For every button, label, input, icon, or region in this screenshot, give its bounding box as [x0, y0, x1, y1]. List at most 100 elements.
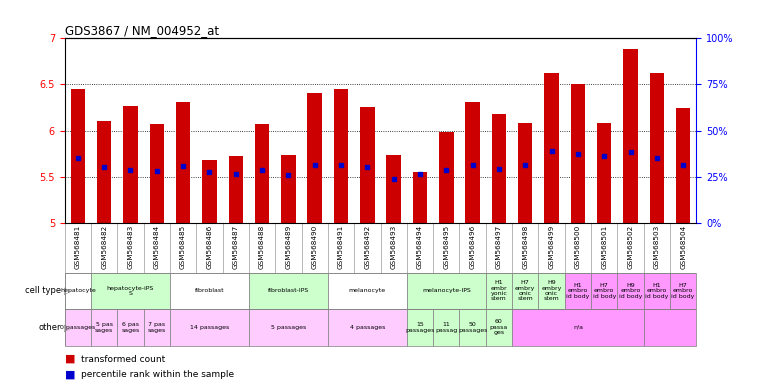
Bar: [644, 273, 670, 309]
Bar: [571, 84, 585, 223]
Bar: [512, 309, 644, 346]
Text: cell type: cell type: [25, 286, 61, 295]
Bar: [407, 309, 433, 346]
Bar: [565, 273, 591, 309]
Text: GSM568497: GSM568497: [496, 225, 502, 270]
Text: GSM568501: GSM568501: [601, 225, 607, 270]
Text: H7
embro
id body: H7 embro id body: [593, 283, 616, 299]
Bar: [650, 73, 664, 223]
Bar: [150, 124, 164, 223]
Text: 5 passages: 5 passages: [271, 325, 306, 330]
Text: GSM568492: GSM568492: [365, 225, 371, 270]
Text: percentile rank within the sample: percentile rank within the sample: [81, 370, 234, 379]
Text: H1
embro
id body: H1 embro id body: [645, 283, 668, 299]
Bar: [360, 107, 374, 223]
Bar: [97, 121, 111, 223]
Text: n/a: n/a: [573, 325, 583, 330]
Text: transformed count: transformed count: [81, 354, 166, 364]
Text: 5 pas
sages: 5 pas sages: [95, 322, 113, 333]
Text: GSM568487: GSM568487: [233, 225, 239, 270]
Text: melanocyte-IPS: melanocyte-IPS: [422, 288, 470, 293]
Bar: [492, 114, 506, 223]
Text: 60
passa
ges: 60 passa ges: [490, 319, 508, 335]
Bar: [670, 273, 696, 309]
Bar: [281, 156, 295, 223]
Bar: [518, 123, 533, 223]
Bar: [91, 309, 117, 346]
Text: ▷: ▷: [64, 322, 72, 333]
Text: GSM568496: GSM568496: [470, 225, 476, 270]
Bar: [676, 108, 690, 223]
Text: GSM568491: GSM568491: [338, 225, 344, 270]
Text: ▷: ▷: [64, 286, 72, 296]
Text: H1
embro
id body: H1 embro id body: [566, 283, 590, 299]
Bar: [123, 106, 138, 223]
Text: hepatocyte: hepatocyte: [60, 288, 96, 293]
Bar: [486, 309, 512, 346]
Bar: [539, 273, 565, 309]
Text: GDS3867 / NM_004952_at: GDS3867 / NM_004952_at: [65, 24, 219, 37]
Bar: [334, 89, 349, 223]
Bar: [387, 156, 401, 223]
Bar: [202, 160, 217, 223]
Bar: [176, 102, 190, 223]
Bar: [328, 273, 407, 309]
Bar: [412, 172, 427, 223]
Text: GSM568503: GSM568503: [654, 225, 660, 270]
Text: GSM568488: GSM568488: [259, 225, 265, 270]
Text: 4 passages: 4 passages: [349, 325, 385, 330]
Bar: [623, 50, 638, 223]
Text: GSM568499: GSM568499: [549, 225, 555, 270]
Text: melanocyte: melanocyte: [349, 288, 386, 293]
Text: GSM568495: GSM568495: [444, 225, 449, 270]
Text: GSM568500: GSM568500: [575, 225, 581, 270]
Text: H1
embr
yonic
stem: H1 embr yonic stem: [491, 280, 508, 301]
Text: other: other: [38, 323, 61, 332]
Bar: [71, 89, 85, 223]
Bar: [249, 309, 328, 346]
Bar: [597, 123, 611, 223]
Bar: [328, 309, 407, 346]
Text: H7
embry
onic
stem: H7 embry onic stem: [515, 280, 536, 301]
Bar: [433, 309, 460, 346]
Text: 11
passag: 11 passag: [435, 322, 457, 333]
Text: H9
embry
onic
stem: H9 embry onic stem: [541, 280, 562, 301]
Text: H9
embro
id body: H9 embro id body: [619, 283, 642, 299]
Text: hepatocyte-iPS
S: hepatocyte-iPS S: [107, 286, 154, 296]
Text: fibroblast: fibroblast: [195, 288, 224, 293]
Text: GSM568483: GSM568483: [128, 225, 133, 270]
Bar: [544, 73, 559, 223]
Bar: [466, 102, 480, 223]
Text: GSM568490: GSM568490: [312, 225, 317, 270]
Bar: [460, 309, 486, 346]
Text: GSM568502: GSM568502: [628, 225, 633, 270]
Bar: [407, 273, 486, 309]
Bar: [170, 309, 249, 346]
Text: 6 pas
sages: 6 pas sages: [121, 322, 139, 333]
Text: GSM568498: GSM568498: [522, 225, 528, 270]
Text: 15
passages: 15 passages: [406, 322, 435, 333]
Text: 0 passages: 0 passages: [60, 325, 95, 330]
Bar: [512, 273, 539, 309]
Bar: [65, 273, 91, 309]
Text: GSM568493: GSM568493: [390, 225, 396, 270]
Text: 50
passages: 50 passages: [458, 322, 487, 333]
Bar: [591, 273, 617, 309]
Bar: [65, 309, 91, 346]
Text: fibroblast-IPS: fibroblast-IPS: [268, 288, 309, 293]
Bar: [307, 93, 322, 223]
Bar: [617, 273, 644, 309]
Text: GSM568504: GSM568504: [680, 225, 686, 270]
Text: GSM568481: GSM568481: [75, 225, 81, 270]
Text: GSM568494: GSM568494: [417, 225, 423, 270]
Bar: [91, 273, 170, 309]
Text: 7 pas
sages: 7 pas sages: [148, 322, 166, 333]
Text: H7
embro
id body: H7 embro id body: [671, 283, 695, 299]
Text: ■: ■: [65, 369, 75, 379]
Bar: [644, 309, 696, 346]
Text: GSM568485: GSM568485: [180, 225, 186, 270]
Text: ■: ■: [65, 354, 75, 364]
Bar: [486, 273, 512, 309]
Text: GSM568486: GSM568486: [206, 225, 212, 270]
Bar: [439, 132, 454, 223]
